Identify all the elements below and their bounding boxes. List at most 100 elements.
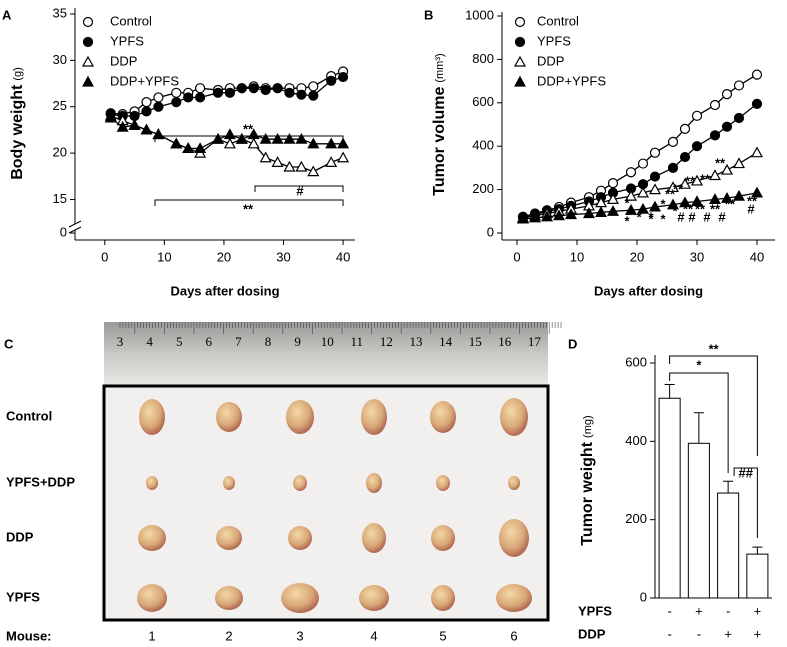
marker xyxy=(513,75,527,87)
x-tick-label: 30 xyxy=(276,249,290,264)
treatment-sign: - xyxy=(697,626,701,641)
marker xyxy=(308,81,319,92)
legend-label: Control xyxy=(110,13,152,28)
marker xyxy=(637,158,649,169)
marker xyxy=(212,87,224,98)
marker xyxy=(128,119,141,130)
y-tick-label: 35 xyxy=(53,5,67,20)
tumor xyxy=(366,473,382,493)
tumor xyxy=(223,476,235,490)
y-tick-label: 20 xyxy=(53,145,67,160)
marker xyxy=(528,211,542,223)
bar xyxy=(658,397,681,599)
ruler-number: 5 xyxy=(176,334,183,349)
annotation: # xyxy=(747,201,755,216)
y-axis-unit: (mm³) xyxy=(434,53,446,82)
x-axis-label: Days after dosing xyxy=(170,283,279,298)
mouse-number: 1 xyxy=(148,628,155,643)
tumor xyxy=(281,583,319,613)
tumor xyxy=(500,398,528,436)
x-tick-label: 30 xyxy=(690,249,704,264)
marker xyxy=(307,165,320,177)
marker xyxy=(606,193,620,204)
marker xyxy=(296,89,307,100)
x-tick-label: 20 xyxy=(630,249,644,264)
error-bar xyxy=(664,384,675,399)
y-tick-label: 400 xyxy=(625,433,647,448)
annotation: ** xyxy=(673,181,684,196)
marker xyxy=(116,120,129,132)
marker xyxy=(516,212,530,224)
marker xyxy=(708,193,722,204)
marker xyxy=(732,189,746,201)
x-tick-label: 10 xyxy=(157,249,171,264)
tumor xyxy=(431,585,455,611)
marker xyxy=(667,162,679,173)
marker xyxy=(514,16,526,28)
marker xyxy=(513,55,527,67)
marker xyxy=(690,195,704,207)
marker xyxy=(81,75,95,87)
bracket xyxy=(254,185,344,192)
ruler-number: 12 xyxy=(380,334,393,349)
bracket xyxy=(733,467,758,538)
panel-letter: D xyxy=(568,336,577,351)
marker xyxy=(141,96,152,108)
y-tick-label: 400 xyxy=(472,138,494,153)
tumor xyxy=(215,586,243,610)
ruler-number: 7 xyxy=(235,334,242,349)
y-axis-label-text: Tumor volume xyxy=(431,87,448,196)
annotation: # xyxy=(718,209,726,224)
error-bar xyxy=(693,412,704,444)
marker xyxy=(720,192,734,203)
row-label: YPFS+DDP xyxy=(6,474,75,489)
panel-letter: A xyxy=(2,7,12,22)
tumor xyxy=(216,402,242,432)
marker xyxy=(750,186,764,198)
marker xyxy=(224,87,235,98)
marker xyxy=(259,132,272,144)
marker xyxy=(295,132,308,144)
ruler-number: 9 xyxy=(294,334,301,349)
marker xyxy=(751,69,763,80)
ruler-number: 3 xyxy=(117,334,124,349)
marker xyxy=(751,98,763,109)
marker xyxy=(284,87,295,98)
x-tick-label: 0 xyxy=(101,249,108,264)
marker xyxy=(678,177,692,189)
axis-break xyxy=(68,220,82,234)
treatment-sign: + xyxy=(724,626,732,641)
treatment-sign: + xyxy=(695,603,703,618)
tumor xyxy=(137,584,167,612)
tumor xyxy=(359,585,389,611)
tumor xyxy=(288,526,312,550)
marker xyxy=(235,132,248,144)
error-bar xyxy=(752,546,763,555)
marker xyxy=(195,92,206,103)
mouse-label: Mouse: xyxy=(6,628,52,643)
marker xyxy=(325,137,338,149)
annotation: ** xyxy=(725,196,736,211)
treatment-sign: + xyxy=(754,626,762,641)
marker xyxy=(194,142,207,154)
tumor xyxy=(431,525,455,551)
marker xyxy=(648,183,662,195)
marker xyxy=(195,83,206,94)
marker xyxy=(223,137,236,149)
legend-label: DDP+YPFS xyxy=(537,73,606,88)
marker xyxy=(624,203,638,215)
y-tick-label: 200 xyxy=(472,181,494,196)
annotation: * xyxy=(672,203,678,218)
y-tick-label: 25 xyxy=(53,98,67,113)
marker xyxy=(649,171,661,182)
bar xyxy=(717,492,740,599)
marker xyxy=(236,83,247,94)
legend-label: DDP xyxy=(537,53,564,68)
annotation: * xyxy=(648,209,654,224)
y-tick-label: 600 xyxy=(625,354,647,369)
x-tick-label: 40 xyxy=(336,249,350,264)
marker xyxy=(720,163,734,175)
marker xyxy=(248,83,259,94)
marker xyxy=(750,146,764,158)
bracket xyxy=(669,355,758,456)
